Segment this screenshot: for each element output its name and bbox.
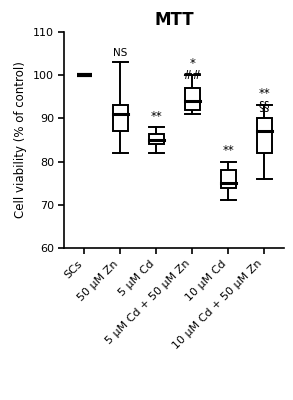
Bar	[149, 134, 164, 144]
Text: *: *	[189, 57, 195, 70]
Y-axis label: Cell viability (% of control): Cell viability (% of control)	[14, 62, 28, 218]
Bar	[221, 170, 236, 188]
Text: ##: ##	[183, 69, 202, 82]
Title: MTT: MTT	[154, 11, 194, 29]
Text: NS: NS	[113, 48, 127, 58]
Bar	[113, 106, 128, 131]
Text: **: **	[150, 110, 162, 123]
Text: **: **	[222, 144, 234, 157]
Bar	[257, 118, 272, 153]
Text: **: **	[258, 87, 270, 100]
Bar	[185, 88, 200, 110]
Text: §§: §§	[259, 99, 270, 112]
